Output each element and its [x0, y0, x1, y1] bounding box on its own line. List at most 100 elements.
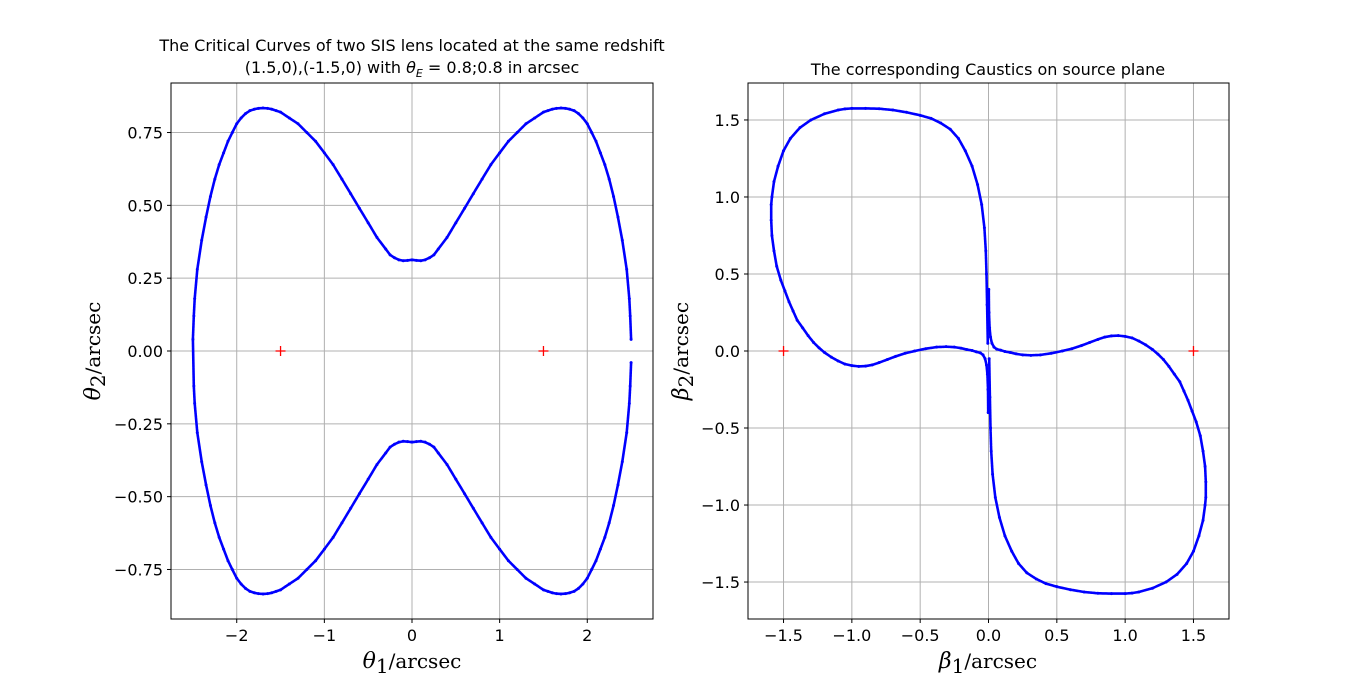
- left-critical-curve-point: [217, 535, 221, 539]
- right-caustic-lower-right-point: [989, 426, 993, 430]
- left-critical-curve-point: [287, 582, 291, 586]
- left-critical-curve-point: [577, 112, 581, 116]
- left-critical-curve-point: [620, 460, 624, 464]
- right-xtick-label: 1.0: [1112, 626, 1137, 645]
- right-caustic-lower-right-point: [1060, 349, 1064, 353]
- right-caustic-lower-right-point: [1116, 334, 1120, 338]
- left-critical-curve-point: [616, 215, 620, 219]
- right-caustic-lower-right-point: [1175, 572, 1179, 576]
- left-critical-curve-point: [612, 195, 616, 199]
- right-caustic-lower-right-point: [997, 515, 1001, 519]
- right-caustic-lower-right-point: [995, 347, 999, 351]
- left-critical-curve-point: [222, 547, 226, 551]
- left-critical-curve-point: [366, 221, 370, 225]
- left-critical-curve-point: [581, 582, 585, 586]
- left-critical-curve-point: [388, 253, 392, 257]
- left-lens-marker: [275, 346, 286, 356]
- left-critical-curve-point: [541, 110, 545, 114]
- right-caustic-upper-left-point: [823, 351, 827, 355]
- left-critical-curve-point: [193, 297, 197, 301]
- right-caustic-lower-right-point: [1082, 590, 1086, 594]
- right-caustic-lower-right-point: [1164, 580, 1168, 584]
- right-caustic-upper-left-point: [983, 357, 987, 361]
- left-critical-curve-point: [414, 440, 418, 444]
- right-caustic-lower-right-point: [1038, 353, 1042, 357]
- right-caustic-upper-left-point: [913, 349, 917, 353]
- left-critical-curve-point: [296, 576, 300, 580]
- left-critical-curve-point: [340, 521, 344, 525]
- right-caustic-upper-left-point: [976, 183, 980, 187]
- right-caustic-lower-right-point: [1167, 364, 1171, 368]
- left-critical-curve-point: [279, 110, 283, 114]
- left-critical-curve-point: [436, 451, 440, 455]
- right-caustic-upper-left-point: [791, 309, 795, 313]
- left-critical-curve-point: [193, 401, 197, 405]
- right-caustic-upper-left-point: [885, 357, 889, 361]
- right-ytick-label: −0.5: [701, 419, 740, 438]
- right-caustic-upper-left-point: [984, 272, 988, 276]
- left-critical-curve-point: [406, 440, 410, 444]
- left-critical-curve-point: [594, 559, 598, 563]
- left-critical-curve-point: [261, 592, 265, 596]
- left-critical-curve-point: [555, 106, 559, 110]
- right-data: [769, 106, 1208, 596]
- right-caustic-upper-left-point: [894, 354, 898, 358]
- right-caustic-upper-left-point: [963, 149, 967, 153]
- right-caustic-upper-left-point: [935, 345, 939, 349]
- right-caustic-lower-right-point: [1182, 389, 1186, 393]
- right-xtick-label: −0.5: [901, 626, 940, 645]
- right-caustic-upper-left-point: [864, 364, 868, 368]
- left-ytick-label: −0.25: [114, 415, 163, 434]
- right-lens-marker: [1188, 346, 1199, 356]
- right-ytick-label: −1.0: [701, 496, 740, 515]
- right-caustic-upper-left-point: [982, 226, 986, 230]
- right-caustic-upper-left-point: [970, 164, 974, 168]
- right-caustic-lower-right-point: [999, 348, 1003, 352]
- left-critical-curve-point: [287, 116, 291, 120]
- right-caustic-lower-right-point: [1010, 549, 1014, 553]
- left-critical-curve-point: [607, 521, 611, 525]
- left-critical-curve-point: [274, 589, 278, 593]
- left-lens-marker: [538, 346, 549, 356]
- left-xtick-label: −2: [225, 626, 249, 645]
- left-critical-curve-point: [625, 267, 629, 271]
- left-critical-curve-point: [222, 151, 226, 155]
- left-critical-curve-point: [419, 259, 423, 263]
- left-critical-curve-point: [192, 314, 196, 318]
- left-critical-curve-point: [498, 151, 502, 155]
- left-critical-curve-point: [628, 384, 632, 388]
- left-critical-curve-point: [414, 258, 418, 262]
- left-critical-curve-point: [603, 163, 607, 167]
- left-xtick-label: 2: [582, 626, 592, 645]
- left-critical-curve-point: [397, 440, 401, 444]
- right-caustic-upper-left-point: [806, 334, 810, 338]
- right-caustic-upper-left-point: [772, 180, 776, 184]
- right-ytick-label: −1.5: [701, 573, 740, 592]
- right-caustic-upper-left-point: [829, 355, 833, 359]
- right-caustic-lower-right-point: [1109, 334, 1113, 338]
- right-caustic-lower-right-point: [1185, 562, 1189, 566]
- right-caustic-upper-left-point: [836, 359, 840, 363]
- right-caustic-lower-right-point: [1137, 590, 1141, 594]
- right-caustic-lower-right-point: [1088, 341, 1092, 345]
- left-grid: [171, 83, 653, 619]
- right-ytick-label: 0.0: [715, 342, 740, 361]
- left-ticks: −2 −1 0 1 2 −0.75 −0.50 −0.25 0.00 0.25 0.50 0.75: [114, 124, 592, 645]
- right-ylabel-sym: β: [669, 387, 694, 401]
- right-caustic-lower-right-point: [1044, 582, 1048, 586]
- right-caustic-lower-right-point: [1008, 351, 1012, 355]
- left-critical-curve-point: [270, 591, 274, 595]
- right-caustic-upper-left-point: [775, 264, 779, 268]
- right-caustic-upper-left-point: [801, 326, 805, 330]
- left-critical-curve-point: [226, 139, 230, 143]
- right-ylabel-unit: /arcsec: [669, 302, 693, 375]
- right-caustic-upper-left-point: [798, 126, 802, 130]
- right-caustic-lower-right-point: [1103, 335, 1107, 339]
- left-critical-curve-point: [366, 477, 370, 481]
- left-critical-curve-point: [489, 163, 493, 167]
- right-caustic-lower-right-point: [1003, 349, 1007, 353]
- left-critical-curve-point: [305, 567, 309, 571]
- left-ytick-label: −0.75: [114, 560, 163, 579]
- left-critical-curve-point: [191, 337, 195, 341]
